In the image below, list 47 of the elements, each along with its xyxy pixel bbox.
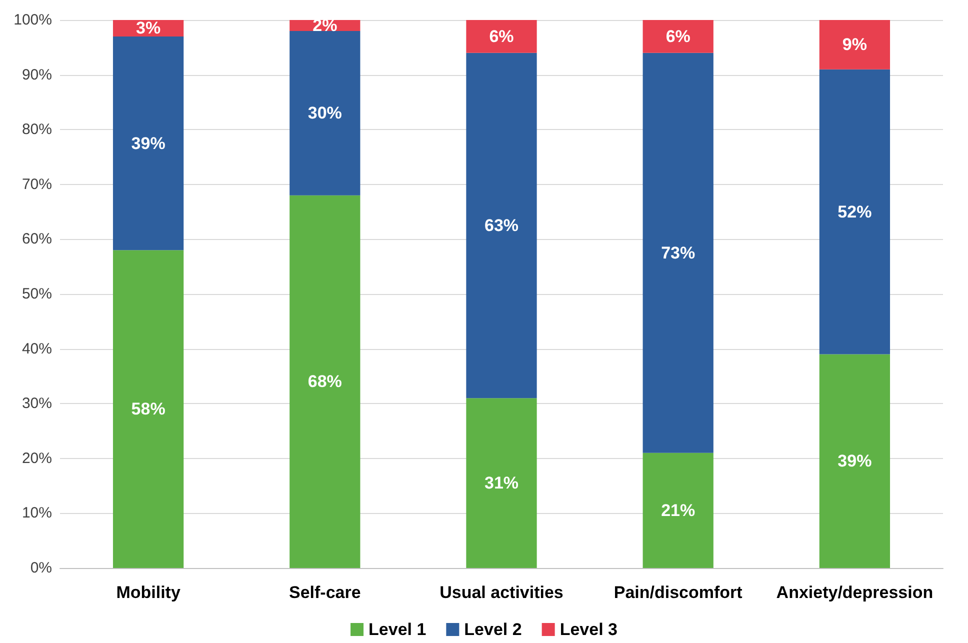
bar [290, 30, 360, 196]
bar [819, 354, 890, 568]
data-label: 21% [661, 500, 696, 520]
x-tick-label: Usual activities [440, 583, 564, 602]
data-label: 39% [838, 452, 872, 471]
data-label: 3% [136, 18, 161, 38]
bar [642, 52, 714, 453]
y-tick-label: 100% [14, 12, 52, 28]
data-label: 63% [484, 216, 519, 235]
legend-label: Level 3 [560, 620, 618, 639]
x-tick-label: Pain/discomfort [614, 583, 743, 602]
bar [819, 69, 890, 354]
y-tick-label: 40% [22, 340, 52, 358]
x-tick-label: Self-care [288, 583, 361, 602]
y-tick-label: 20% [22, 450, 52, 467]
bar [819, 20, 890, 70]
data-label: 52% [838, 202, 872, 222]
data-label: 9% [842, 35, 867, 54]
y-tick-label: 10% [22, 504, 52, 522]
y-tick-label: 50% [22, 286, 52, 302]
y-tick-label: 80% [22, 121, 52, 138]
legend-label: Level 1 [368, 620, 426, 639]
bar [112, 250, 184, 568]
bar [466, 20, 537, 53]
y-tick-label: 30% [22, 395, 52, 412]
y-tick-label: 60% [22, 230, 52, 248]
bar [642, 20, 714, 53]
data-label: 6% [489, 26, 514, 46]
data-label: 6% [666, 26, 690, 46]
legend-label: Level 2 [464, 620, 522, 639]
bar [290, 195, 360, 568]
data-label: 68% [308, 372, 342, 392]
y-tick-label: 70% [22, 176, 52, 193]
x-tick-label: Mobility [116, 583, 181, 602]
data-label: 31% [484, 474, 519, 493]
y-tick-label: 0% [30, 560, 52, 576]
x-tick-label: Anxiety/depression [776, 583, 934, 602]
bar [466, 398, 537, 568]
data-label: 73% [661, 243, 696, 262]
y-tick-label: 90% [22, 66, 52, 84]
bar [112, 36, 184, 250]
data-label: 39% [131, 134, 166, 153]
data-label: 58% [131, 400, 166, 419]
bar [642, 452, 714, 568]
bar [466, 52, 537, 398]
data-label: 30% [308, 104, 342, 123]
data-label: 2% [312, 16, 338, 35]
